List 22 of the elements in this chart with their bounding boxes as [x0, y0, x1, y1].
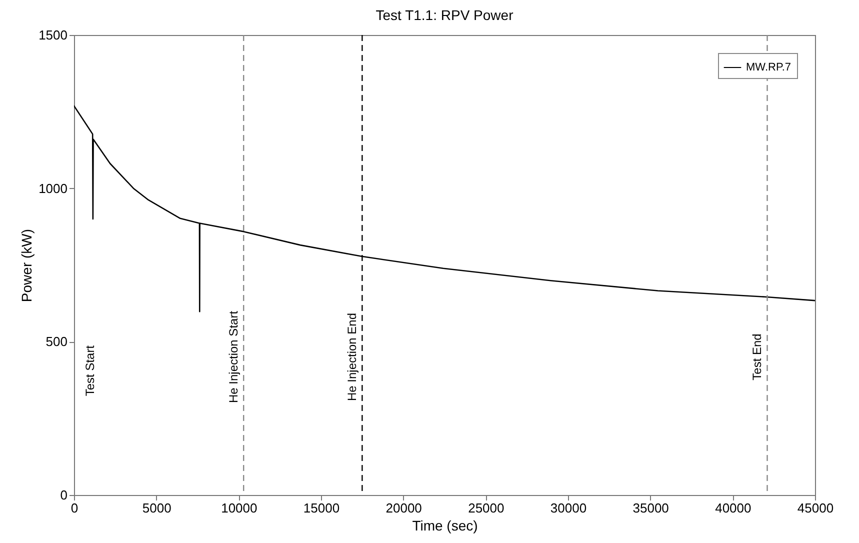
x-tick-label: 45000	[797, 500, 834, 516]
x-tick-label: 0	[70, 500, 78, 516]
annotation: Test Start	[83, 344, 97, 396]
y-tick-label: 0	[60, 488, 68, 502]
x-tick-label: 10000	[221, 500, 258, 516]
ref-line-label: He Injection End	[345, 312, 360, 402]
y-tick-label: 1000	[38, 180, 68, 196]
x-tick-label: 25000	[468, 500, 504, 516]
x-tick-label: 30000	[550, 500, 587, 516]
ref-line-label: Test End	[750, 334, 764, 380]
x-tick-label: 15000	[303, 500, 340, 516]
x-tick-label: 40000	[715, 500, 752, 516]
y-tick-label: 1500	[38, 28, 68, 42]
x-axis-title: Time (sec)	[412, 518, 478, 534]
x-tick-label: 5000	[142, 500, 172, 516]
ref-line-label: He Injection Start	[226, 310, 241, 404]
x-tick-label: 35000	[632, 500, 669, 516]
y-axis-title: Power (kW)	[18, 228, 35, 302]
y-tick-label: 500	[46, 334, 68, 350]
x-tick-label: 20000	[386, 500, 422, 516]
legend-label: MW.RP.7	[746, 62, 792, 74]
chart-title: Test T1.1: RPV Power	[376, 7, 514, 23]
